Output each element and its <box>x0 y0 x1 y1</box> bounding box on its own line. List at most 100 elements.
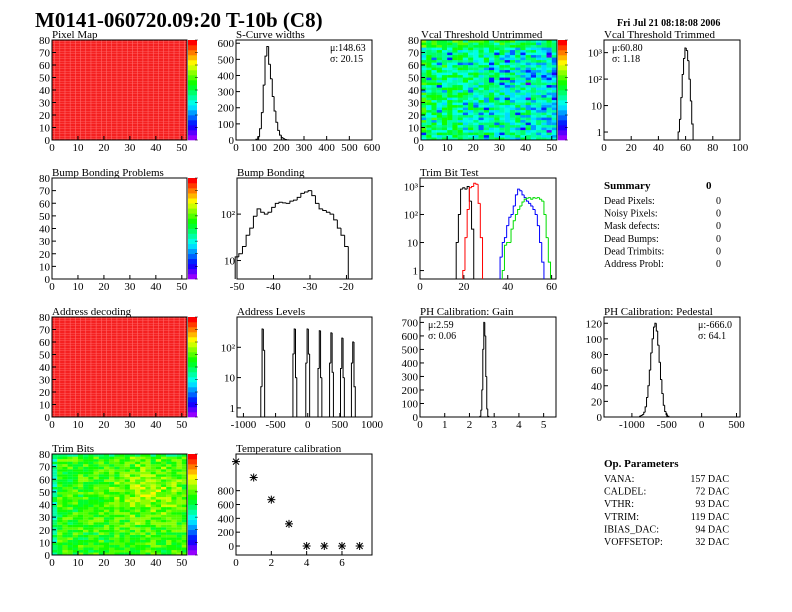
heatmap-cell <box>93 471 99 475</box>
heatmap-cell <box>93 519 99 523</box>
heatmap-cell <box>530 130 537 133</box>
heatmap-cell <box>431 55 437 58</box>
heatmap-cell <box>421 65 427 68</box>
heatmap-cell <box>155 456 162 460</box>
heatmap-cell <box>103 504 110 508</box>
heatmap-cell <box>181 532 188 535</box>
heatmap-cell <box>525 77 531 81</box>
heatmap-cell <box>103 469 110 472</box>
heatmap-cell <box>57 486 63 490</box>
heatmap-cell <box>103 549 110 553</box>
heatmap-cell <box>478 40 484 43</box>
heatmap-cell <box>541 77 547 81</box>
heatmap-cell <box>114 461 120 465</box>
heatmap-cell <box>551 67 558 71</box>
heatmap-cell <box>499 55 505 58</box>
heatmap-cell <box>499 130 505 133</box>
heatmap-cell <box>124 534 130 538</box>
y-tick-label: 60 <box>39 60 51 72</box>
palette-swatch <box>188 188 197 194</box>
heatmap-cell <box>546 55 552 58</box>
y-tick-label: 10 <box>39 261 51 273</box>
x-tick-label: 0 <box>49 557 55 569</box>
heatmap-cell <box>441 105 448 108</box>
hist-bin <box>307 329 310 355</box>
heatmap-cell <box>140 522 146 525</box>
heatmap-cell <box>515 122 521 126</box>
heatmap-cell <box>145 461 151 465</box>
heatmap-cell <box>541 90 547 93</box>
palette-swatch <box>188 258 197 265</box>
heatmap-cell <box>67 529 73 533</box>
heatmap-cell <box>161 469 167 472</box>
heatmap-cell <box>436 127 443 131</box>
heatmap-cell <box>509 97 516 101</box>
heatmap-cell <box>52 507 58 510</box>
heatmap-cell <box>541 62 547 66</box>
heatmap-cell <box>88 471 94 475</box>
heatmap-cell <box>140 484 146 487</box>
heatmap-cell <box>57 544 63 548</box>
heatmap-cell <box>135 486 141 490</box>
hist-bin <box>528 197 531 199</box>
heatmap-cell <box>140 534 146 538</box>
heatmap-cell <box>489 65 495 68</box>
x-tick-label: -1000 <box>231 419 257 431</box>
heatmap-cell <box>77 549 84 553</box>
heatmap-cell <box>468 135 474 138</box>
heatmap-cell <box>57 494 63 498</box>
x-tick-label: 0 <box>305 419 311 431</box>
heatmap-cell <box>88 519 94 523</box>
heatmap-cell <box>536 42 542 46</box>
heatmap-cell <box>546 82 552 86</box>
heatmap-cell <box>52 494 58 498</box>
heatmap-cell <box>93 532 99 535</box>
palette-swatch <box>188 50 197 56</box>
y-tick-label: 0 <box>45 550 51 562</box>
heatmap-cell <box>135 552 141 556</box>
heatmap-cell <box>140 494 146 498</box>
heatmap-cell <box>62 499 68 503</box>
heatmap-cell <box>67 459 73 462</box>
heatmap-cell <box>181 466 188 470</box>
panel-title: PH Calibration: Gain <box>420 306 514 318</box>
heatmap-cell <box>124 474 130 477</box>
heatmap-cell <box>426 120 432 123</box>
heatmap-cell <box>509 62 516 66</box>
heatmap-cell <box>499 52 505 56</box>
heatmap-cell <box>431 87 437 91</box>
heatmap-cell <box>57 517 63 520</box>
heatmap-cell <box>536 92 542 96</box>
heatmap-cell <box>129 496 136 500</box>
heatmap-cell <box>436 112 443 116</box>
heatmap-cell <box>62 514 68 518</box>
heatmap-cell <box>140 496 146 500</box>
heatmap-cell <box>499 127 505 131</box>
heatmap-cell <box>421 132 427 136</box>
heatmap-cell <box>536 100 542 103</box>
heatmap-cell <box>181 509 188 513</box>
heatmap-cell <box>155 491 162 495</box>
heatmap-cell <box>515 40 521 43</box>
heatmap-cell <box>124 476 130 480</box>
heatmap-cell <box>494 40 500 43</box>
heatmap-cell <box>83 507 89 510</box>
heatmap-cell <box>530 72 537 76</box>
heatmap-cell <box>181 494 188 498</box>
palette-swatch <box>188 372 197 378</box>
heatmap-cell <box>421 67 427 71</box>
heatmap-cell <box>499 60 505 63</box>
x-tick-label: 500 <box>332 419 349 431</box>
heatmap-cell <box>109 509 115 513</box>
palette-swatch <box>188 464 197 470</box>
heatmap-cell <box>161 534 167 538</box>
heatmap-cell <box>483 85 490 88</box>
heatmap-cell <box>114 489 120 492</box>
palette-swatch <box>558 45 567 51</box>
heatmap-cell <box>155 481 162 485</box>
heatmap-cell <box>509 77 516 81</box>
palette-swatch <box>558 125 567 131</box>
heatmap-cell <box>436 70 443 73</box>
hist-bin <box>342 338 345 379</box>
